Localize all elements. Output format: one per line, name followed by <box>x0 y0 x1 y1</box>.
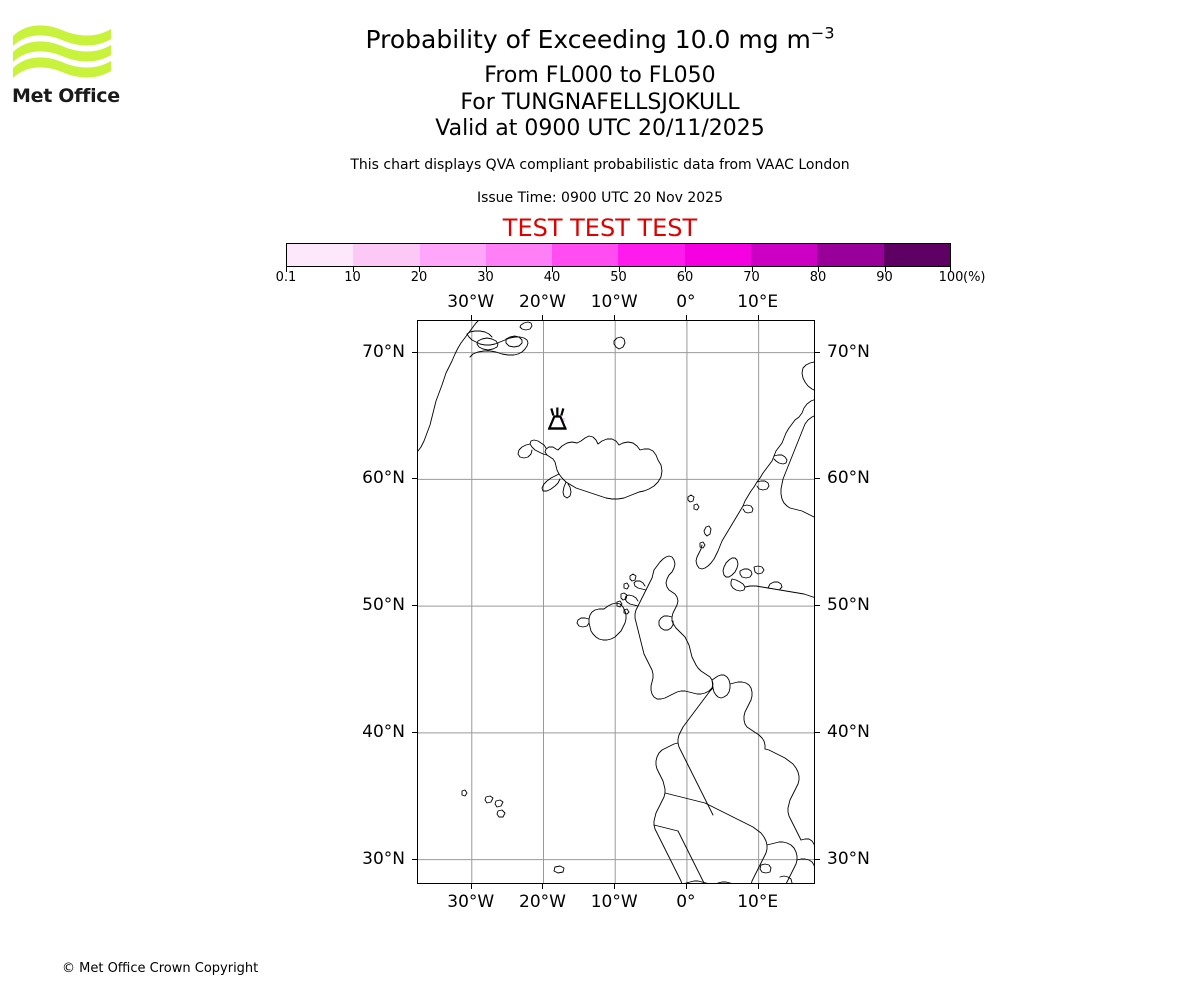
volcano-markers <box>547 407 567 430</box>
axis-tick <box>614 884 616 889</box>
axis-tick <box>412 351 417 353</box>
colorbar-ticks <box>286 267 951 273</box>
volcano-name-subtitle: For TUNGNAFELLSJOKULL <box>460 90 740 115</box>
colorbar-segment <box>552 244 619 266</box>
colorbar-tick-labels: 0.1 10 20 30 40 50 60 70 80 90 100 <box>276 270 964 288</box>
copyright-notice: © Met Office Crown Copyright <box>62 961 259 976</box>
colorbar-tick <box>552 267 553 272</box>
colorbar-tick-label: 0.1 <box>275 270 297 285</box>
page-title-superscript: −3 <box>810 23 835 43</box>
colorbar-tick <box>286 267 287 272</box>
colorbar-segment <box>751 244 818 266</box>
longitude-tick-label: 30°W <box>447 292 495 312</box>
colorbar-tick-label: 10 <box>344 270 361 285</box>
longitude-tick-label: 20°W <box>519 892 566 912</box>
map-panel: 30°W 20°W 10°W 0° 10°E 30°W 20°W 10°W 0° 10°E 30… <box>362 292 870 912</box>
axis-tick <box>815 731 820 733</box>
longitude-tick-label: 10°W <box>590 292 638 312</box>
colorbar-segment <box>287 244 354 266</box>
colorbar-tick <box>352 267 354 272</box>
latitude-tick-label: 30°N <box>362 848 405 869</box>
flight-level-subtitle: From FL000 to FL050 <box>484 63 716 88</box>
axis-tick <box>815 351 820 353</box>
map-canvas <box>418 321 814 883</box>
colorbar-tick-label: 40 <box>543 270 561 285</box>
map-frame <box>417 320 815 884</box>
colorbar-segment <box>353 244 420 266</box>
colorbar-tick-label: 100 <box>938 270 964 285</box>
latitude-tick-label: 70°N <box>362 341 405 362</box>
colorbar-segment <box>883 244 950 266</box>
graticule-gridlines <box>418 321 814 883</box>
colorbar-segment <box>618 244 685 266</box>
colorbar-strip <box>286 243 951 267</box>
colorbar-tick <box>685 267 686 272</box>
colorbar-segment <box>684 244 752 266</box>
test-banner: TEST TEST TEST <box>502 214 698 242</box>
colorbar-tick <box>950 267 951 272</box>
colorbar-tick <box>485 267 487 272</box>
colorbar-tick <box>884 267 886 272</box>
issue-time-label: Issue Time: 0900 UTC 20 Nov 2025 <box>476 190 724 206</box>
latitude-labels-left: 30°N 40°N 50°N 60°N 70°N <box>362 320 815 884</box>
colorbar-unit-label: (%) <box>963 270 986 285</box>
qva-disclaimer: This chart displays QVA compliant probab… <box>350 157 850 173</box>
longitude-tick-label: 10°W <box>590 892 638 912</box>
axis-tick <box>412 731 417 733</box>
axis-tick <box>614 315 616 320</box>
axis-tick <box>815 858 820 860</box>
colorbar-tick-label: 30 <box>477 270 494 285</box>
colorbar-tick <box>618 267 620 272</box>
colorbar-segment <box>419 244 486 266</box>
colorbar-tick-label: 70 <box>743 270 760 285</box>
longitude-tick-label: 0° <box>676 892 696 912</box>
colorbar-tick-label: 60 <box>676 270 694 285</box>
colorbar-tick <box>818 267 819 272</box>
colorbar-tick-label: 50 <box>610 270 627 285</box>
page-title: Probability of Exceeding 10.0 mg m−3 <box>0 25 1200 55</box>
latitude-tick-label: 40°N <box>362 721 405 742</box>
colorbar-segment <box>817 244 884 266</box>
axis-tick <box>757 884 759 889</box>
axis-tick <box>685 315 687 320</box>
latitude-tick-label: 30°N <box>827 848 870 869</box>
axis-tick <box>815 605 820 607</box>
latitude-tick-label: 40°N <box>827 721 870 742</box>
probability-colorbar: 0.1 10 20 30 40 50 60 70 80 90 100 <box>276 243 963 285</box>
colorbar-tick-label: 80 <box>809 270 827 285</box>
axis-tick <box>685 884 687 889</box>
latitude-tick-label: 70°N <box>827 341 870 362</box>
axis-tick <box>470 884 472 889</box>
colorbar-tick <box>419 267 420 272</box>
axis-tick <box>412 605 417 607</box>
axis-tick <box>412 478 417 480</box>
latitude-tick-label: 50°N <box>827 595 870 616</box>
longitude-tick-label: 20°W <box>519 292 566 312</box>
axis-tick <box>815 478 820 480</box>
axis-tick <box>470 315 472 320</box>
colorbar-segment <box>485 244 553 266</box>
longitude-tick-label: 10°E <box>737 892 779 912</box>
colorbar-tick-label: 20 <box>410 270 428 285</box>
colorbar-tick <box>751 267 753 272</box>
longitude-tick-label: 10°E <box>737 292 779 312</box>
longitude-tick-label: 30°W <box>447 892 495 912</box>
axis-tick <box>412 858 417 860</box>
volcano-marker-volcano <box>547 407 567 430</box>
valid-time-subtitle: Valid at 0900 UTC 20/11/2025 <box>435 116 765 141</box>
met-office-wave-mark <box>13 25 111 78</box>
page-title-text: Probability of Exceeding 10.0 mg m <box>365 25 811 54</box>
colorbar-tick-label: 90 <box>876 270 893 285</box>
axis-tick <box>757 315 759 320</box>
met-office-logo-text: Met Office <box>12 85 120 107</box>
axis-tick <box>542 884 544 889</box>
latitude-tick-label: 60°N <box>827 468 870 489</box>
met-office-logo: Met Office <box>12 22 132 107</box>
latitude-tick-label: 50°N <box>362 595 405 616</box>
coastlines <box>418 321 814 883</box>
longitude-tick-label: 0° <box>676 292 696 312</box>
latitude-tick-label: 60°N <box>362 468 405 489</box>
axis-tick <box>542 315 544 320</box>
